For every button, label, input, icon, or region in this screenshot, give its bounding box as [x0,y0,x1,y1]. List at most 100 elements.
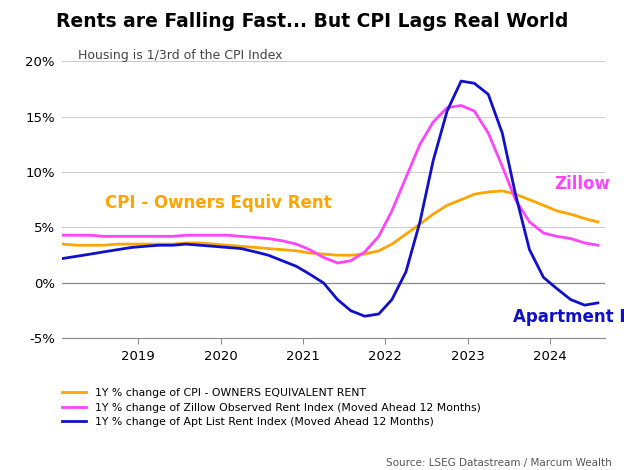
1Y % change of CPI - OWNERS EQUIVALENT RENT [306,250,313,256]
1Y % change of Apt List Rent Index (Moved Ahead 12 Months) [210,243,218,249]
1Y % change of CPI - OWNERS EQUIVALENT RENT [319,251,327,257]
1Y % change of CPI - OWNERS EQUIVALENT RENT [444,203,451,208]
1Y % change of CPI - OWNERS EQUIVALENT RENT [100,243,107,248]
1Y % change of Zillow Observed Rent Index (Moved Ahead 12 Months) [59,233,66,238]
1Y % change of CPI - OWNERS EQUIVALENT RENT [416,221,424,227]
1Y % change of Apt List Rent Index (Moved Ahead 12 Months) [306,271,313,277]
1Y % change of Zillow Observed Rent Index (Moved Ahead 12 Months) [128,234,135,239]
1Y % change of CPI - OWNERS EQUIVALENT RENT [375,248,383,254]
1Y % change of Apt List Rent Index (Moved Ahead 12 Months) [72,253,80,259]
Line: 1Y % change of CPI - OWNERS EQUIVALENT RENT: 1Y % change of CPI - OWNERS EQUIVALENT R… [62,191,598,255]
1Y % change of CPI - OWNERS EQUIVALENT RENT [485,189,492,195]
1Y % change of CPI - OWNERS EQUIVALENT RENT [72,243,80,248]
1Y % change of CPI - OWNERS EQUIVALENT RENT [361,251,369,257]
1Y % change of Apt List Rent Index (Moved Ahead 12 Months) [375,311,383,317]
1Y % change of Apt List Rent Index (Moved Ahead 12 Months) [334,297,341,302]
1Y % change of Zillow Observed Rent Index (Moved Ahead 12 Months) [388,208,396,214]
1Y % change of Apt List Rent Index (Moved Ahead 12 Months) [100,249,107,255]
1Y % change of CPI - OWNERS EQUIVALENT RENT [87,243,94,248]
1Y % change of Apt List Rent Index (Moved Ahead 12 Months) [237,246,245,251]
1Y % change of Apt List Rent Index (Moved Ahead 12 Months) [347,308,354,313]
1Y % change of Apt List Rent Index (Moved Ahead 12 Months) [416,219,424,225]
1Y % change of Zillow Observed Rent Index (Moved Ahead 12 Months) [361,249,369,255]
1Y % change of Zillow Observed Rent Index (Moved Ahead 12 Months) [347,258,354,264]
1Y % change of Apt List Rent Index (Moved Ahead 12 Months) [182,241,190,247]
1Y % change of Zillow Observed Rent Index (Moved Ahead 12 Months) [141,234,149,239]
1Y % change of Apt List Rent Index (Moved Ahead 12 Months) [169,243,177,248]
1Y % change of Apt List Rent Index (Moved Ahead 12 Months) [128,244,135,250]
1Y % change of Apt List Rent Index (Moved Ahead 12 Months) [87,251,94,257]
1Y % change of Apt List Rent Index (Moved Ahead 12 Months) [526,247,534,252]
1Y % change of CPI - OWNERS EQUIVALENT RENT [499,188,506,194]
1Y % change of Zillow Observed Rent Index (Moved Ahead 12 Months) [278,238,286,243]
1Y % change of Apt List Rent Index (Moved Ahead 12 Months) [512,191,519,197]
1Y % change of Apt List Rent Index (Moved Ahead 12 Months) [293,264,300,269]
1Y % change of CPI - OWNERS EQUIVALENT RENT [540,203,547,208]
1Y % change of CPI - OWNERS EQUIVALENT RENT [278,247,286,252]
1Y % change of CPI - OWNERS EQUIVALENT RENT [141,241,149,247]
1Y % change of CPI - OWNERS EQUIVALENT RENT [470,191,478,197]
Line: 1Y % change of Zillow Observed Rent Index (Moved Ahead 12 Months): 1Y % change of Zillow Observed Rent Inde… [62,105,598,263]
1Y % change of Apt List Rent Index (Moved Ahead 12 Months) [251,249,259,255]
1Y % change of Apt List Rent Index (Moved Ahead 12 Months) [155,243,162,248]
1Y % change of Apt List Rent Index (Moved Ahead 12 Months) [444,108,451,114]
1Y % change of Apt List Rent Index (Moved Ahead 12 Months) [196,243,203,248]
1Y % change of CPI - OWNERS EQUIVALENT RENT [512,191,519,197]
1Y % change of CPI - OWNERS EQUIVALENT RENT [169,241,177,247]
1Y % change of Apt List Rent Index (Moved Ahead 12 Months) [429,158,437,164]
1Y % change of Apt List Rent Index (Moved Ahead 12 Months) [553,286,560,291]
1Y % change of Apt List Rent Index (Moved Ahead 12 Months) [402,269,410,274]
1Y % change of CPI - OWNERS EQUIVALENT RENT [457,197,465,203]
1Y % change of Zillow Observed Rent Index (Moved Ahead 12 Months) [594,243,602,248]
1Y % change of CPI - OWNERS EQUIVALENT RENT [223,243,231,248]
1Y % change of Zillow Observed Rent Index (Moved Ahead 12 Months) [429,119,437,125]
1Y % change of CPI - OWNERS EQUIVALENT RENT [553,208,560,214]
1Y % change of Zillow Observed Rent Index (Moved Ahead 12 Months) [100,234,107,239]
1Y % change of Zillow Observed Rent Index (Moved Ahead 12 Months) [444,105,451,110]
1Y % change of Apt List Rent Index (Moved Ahead 12 Months) [540,274,547,280]
1Y % change of Zillow Observed Rent Index (Moved Ahead 12 Months) [293,241,300,247]
1Y % change of Apt List Rent Index (Moved Ahead 12 Months) [319,280,327,286]
1Y % change of Zillow Observed Rent Index (Moved Ahead 12 Months) [334,260,341,266]
Legend: 1Y % change of CPI - OWNERS EQUIVALENT RENT, 1Y % change of Zillow Observed Rent: 1Y % change of CPI - OWNERS EQUIVALENT R… [62,388,480,427]
1Y % change of Zillow Observed Rent Index (Moved Ahead 12 Months) [196,233,203,238]
1Y % change of CPI - OWNERS EQUIVALENT RENT [59,241,66,247]
1Y % change of Zillow Observed Rent Index (Moved Ahead 12 Months) [169,234,177,239]
1Y % change of Zillow Observed Rent Index (Moved Ahead 12 Months) [223,233,231,238]
1Y % change of CPI - OWNERS EQUIVALENT RENT [526,197,534,203]
1Y % change of Zillow Observed Rent Index (Moved Ahead 12 Months) [210,233,218,238]
1Y % change of CPI - OWNERS EQUIVALENT RENT [128,241,135,247]
1Y % change of Zillow Observed Rent Index (Moved Ahead 12 Months) [457,102,465,108]
1Y % change of CPI - OWNERS EQUIVALENT RENT [155,241,162,247]
1Y % change of Zillow Observed Rent Index (Moved Ahead 12 Months) [251,235,259,240]
1Y % change of CPI - OWNERS EQUIVALENT RENT [265,246,272,251]
1Y % change of Zillow Observed Rent Index (Moved Ahead 12 Months) [581,240,588,246]
1Y % change of Apt List Rent Index (Moved Ahead 12 Months) [278,258,286,264]
1Y % change of CPI - OWNERS EQUIVALENT RENT [388,241,396,247]
1Y % change of Zillow Observed Rent Index (Moved Ahead 12 Months) [319,255,327,260]
1Y % change of CPI - OWNERS EQUIVALENT RENT [196,240,203,246]
1Y % change of Zillow Observed Rent Index (Moved Ahead 12 Months) [375,234,383,239]
1Y % change of Apt List Rent Index (Moved Ahead 12 Months) [141,243,149,249]
1Y % change of CPI - OWNERS EQUIVALENT RENT [114,241,121,247]
1Y % change of CPI - OWNERS EQUIVALENT RENT [594,219,602,225]
1Y % change of Zillow Observed Rent Index (Moved Ahead 12 Months) [485,130,492,136]
1Y % change of Zillow Observed Rent Index (Moved Ahead 12 Months) [265,236,272,242]
1Y % change of CPI - OWNERS EQUIVALENT RENT [182,240,190,246]
Text: Zillow: Zillow [554,175,610,193]
1Y % change of Zillow Observed Rent Index (Moved Ahead 12 Months) [72,233,80,238]
1Y % change of Apt List Rent Index (Moved Ahead 12 Months) [114,247,121,252]
Text: Apartment List: Apartment List [513,308,624,326]
1Y % change of Zillow Observed Rent Index (Moved Ahead 12 Months) [114,234,121,239]
1Y % change of CPI - OWNERS EQUIVALENT RENT [429,212,437,217]
1Y % change of Zillow Observed Rent Index (Moved Ahead 12 Months) [182,233,190,238]
1Y % change of Zillow Observed Rent Index (Moved Ahead 12 Months) [87,233,94,238]
1Y % change of Apt List Rent Index (Moved Ahead 12 Months) [59,256,66,261]
1Y % change of Zillow Observed Rent Index (Moved Ahead 12 Months) [540,230,547,236]
1Y % change of CPI - OWNERS EQUIVALENT RENT [293,248,300,254]
1Y % change of Apt List Rent Index (Moved Ahead 12 Months) [265,252,272,258]
1Y % change of Apt List Rent Index (Moved Ahead 12 Months) [567,297,575,302]
1Y % change of Zillow Observed Rent Index (Moved Ahead 12 Months) [567,236,575,242]
1Y % change of Zillow Observed Rent Index (Moved Ahead 12 Months) [402,175,410,180]
1Y % change of Zillow Observed Rent Index (Moved Ahead 12 Months) [526,219,534,225]
